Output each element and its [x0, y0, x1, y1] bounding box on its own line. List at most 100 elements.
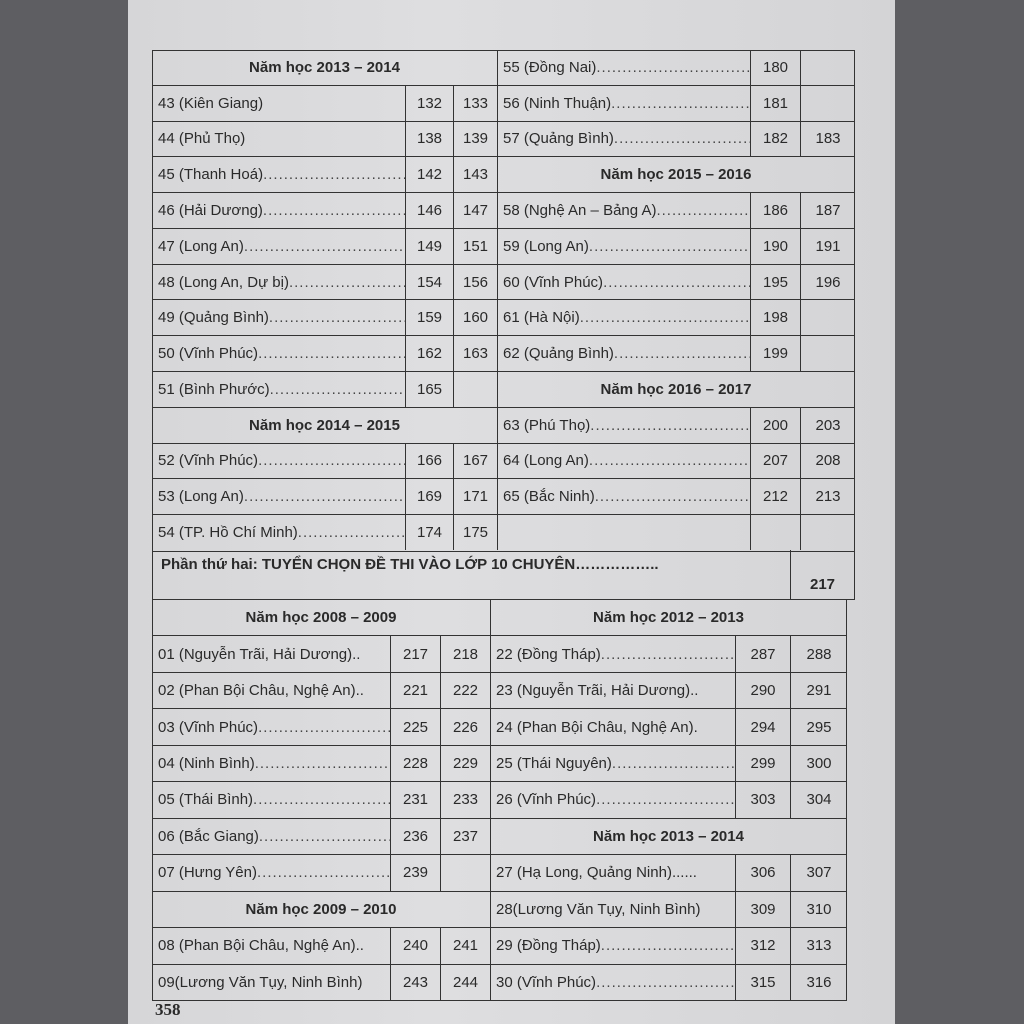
toc-entry: 44 (Phủ Thọ) 138 139: [152, 121, 497, 158]
section-heading: Năm học 2013 – 2014: [490, 819, 847, 856]
entry-title-cell: 22 (Đồng Tháp)..........................…: [490, 636, 735, 671]
section-heading: Năm học 2008 – 2009: [152, 600, 490, 637]
entry-title: 28(Lương Văn Tụy, Ninh Bình): [496, 900, 701, 918]
dot-leader: ........................................…: [258, 827, 390, 845]
entry-title: 05 (Thái Bình): [158, 791, 254, 809]
entry-title-cell: 54 (TP. Hồ Chí Minh)....................…: [152, 515, 405, 550]
dot-leader: ........................................…: [600, 937, 735, 955]
entry-title-cell: 62 (Quảng Bình).........................…: [497, 336, 750, 371]
toc-table-bottom: [152, 599, 847, 1001]
toc-entry: 61 (Hà Nội).............................…: [497, 300, 855, 337]
entry-page-number: 309: [735, 891, 790, 928]
toc-entry: 28(Lương Văn Tụy, Ninh Bình) 309 310: [490, 891, 847, 929]
entry-page-number: 199: [750, 336, 800, 372]
part-two-row: Phần thứ hai: TUYỂN CHỌN ĐỀ THI VÀO LỚP …: [152, 550, 855, 600]
entry-title: 25 (Thái Nguyên): [496, 755, 612, 773]
entry-page-number: 196: [800, 264, 855, 300]
entry-title: 47 (Long An): [158, 237, 244, 255]
entry-title: 26 (Vĩnh Phúc): [496, 791, 597, 809]
entry-page-number: 169: [405, 479, 453, 515]
entry-page-number: 183: [800, 121, 855, 157]
dot-leader: ........................................…: [258, 452, 405, 470]
entry-page-number: 303: [735, 782, 790, 818]
entry-page-number: 175: [453, 515, 497, 550]
dot-leader: ........................................…: [579, 309, 750, 327]
entry-page-number: 233: [440, 782, 490, 818]
entry-page-number: 195: [750, 264, 800, 300]
section-heading-text: Năm học 2008 – 2009: [245, 609, 397, 627]
dot-leader: ........................................…: [611, 94, 750, 112]
dot-leader: ........................................…: [297, 524, 405, 542]
entry-title-cell: 52 (Vĩnh Phúc)..........................…: [152, 444, 405, 479]
toc-entry: 60 (Vĩnh Phúc)..........................…: [497, 264, 855, 301]
section-heading-text: Năm học 2009 – 2010: [245, 900, 397, 918]
dot-leader: ........................................…: [257, 864, 390, 882]
entry-page-number: 288: [790, 636, 847, 672]
entry-title-cell: 29 (Đồng Tháp)..........................…: [490, 928, 735, 963]
entry-title-cell: 23 (Nguyễn Trãi, Hải Dương)..: [490, 673, 735, 708]
entry-title-cell: 43 (Kiên Giang): [152, 86, 405, 121]
toc-entry: 46 (Hải Dương)..........................…: [152, 193, 497, 229]
toc-entry: 56 (Ninh Thuận).........................…: [497, 85, 855, 122]
entry-title: 53 (Long An): [158, 488, 244, 506]
entry-title-cell: 01 (Nguyễn Trãi, Hải Dương)..: [152, 636, 390, 671]
entry-page-number: 228: [390, 745, 440, 782]
entry-page-number: 236: [390, 818, 440, 855]
toc-entry: 62 (Quảng Bình).........................…: [497, 336, 855, 373]
dot-leader: ........................................…: [269, 380, 405, 398]
entry-page-number: 142: [405, 157, 453, 193]
entry-page-number: 304: [790, 782, 847, 818]
toc-entry: 29 (Đồng Tháp)..........................…: [490, 928, 847, 965]
part-two-dots: ……………..: [575, 556, 659, 573]
toc-entry: 51 (Bình Phước).........................…: [152, 372, 497, 408]
section-heading-text: Năm học 2015 – 2016: [600, 166, 752, 184]
entry-page-number: 132: [405, 85, 453, 121]
entry-page-number: 244: [440, 964, 490, 1000]
entry-title: 65 (Bắc Ninh): [503, 488, 595, 506]
entry-page-number: 198: [750, 300, 800, 336]
entry-title-cell: 45 (Thanh Hoá)..........................…: [152, 157, 405, 192]
entry-page-number: [800, 85, 855, 121]
entry-title-cell: 49 (Quảng Bình).........................…: [152, 300, 405, 335]
page-number: 358: [155, 1000, 181, 1019]
entry-page-number: 239: [390, 855, 440, 891]
entry-page-number: 190: [750, 228, 800, 264]
dot-leader: ........................................…: [596, 791, 735, 809]
entry-page-number: 307: [790, 855, 847, 891]
part-two-title: Phần thứ hai: TUYỂN CHỌN ĐỀ THI VÀO LỚP …: [161, 556, 576, 573]
toc-entry: 64 (Long An)............................…: [497, 443, 855, 480]
entry-page-number: 191: [800, 228, 855, 264]
dot-leader: ........................................…: [603, 273, 750, 291]
entry-title: 59 (Long An): [503, 237, 589, 255]
dot-leader: ........................................…: [588, 237, 750, 255]
entry-page-number: 218: [440, 636, 490, 672]
dot-leader: ........................................…: [656, 202, 750, 220]
entry-title: 22 (Đồng Tháp): [496, 645, 601, 663]
toc-entry: 57 (Quảng Bình).........................…: [497, 121, 855, 158]
toc-column-top-right: 55 (Đồng Nai)...........................…: [497, 50, 855, 550]
section-heading-text: Năm học 2013 – 2014: [593, 827, 744, 845]
toc-entry: 65 (Bắc Ninh)...........................…: [497, 479, 855, 516]
entry-title: 29 (Đồng Tháp): [496, 937, 601, 955]
dot-leader: ........................................…: [243, 237, 405, 255]
entry-title: 48 (Long An, Dự bị): [158, 273, 289, 291]
section-heading: Năm học 2016 – 2017: [497, 372, 855, 408]
entry-page-number: 316: [790, 964, 847, 1000]
toc-entry: 54 (TP. Hồ Chí Minh)....................…: [152, 515, 497, 550]
entry-title: 06 (Bắc Giang): [158, 827, 259, 845]
dot-leader: ........................................…: [590, 416, 750, 434]
entry-title: 61 (Hà Nội): [503, 309, 580, 327]
entry-title-cell: 07 (Hưng Yên)...........................…: [152, 855, 390, 890]
entry-title: 51 (Bình Phước): [158, 380, 270, 398]
entry-title-cell: 58 (Nghệ An – Bảng A)...................…: [497, 193, 750, 228]
dot-leader: ........................................…: [613, 345, 750, 363]
entry-page-number: 213: [800, 479, 855, 515]
section-heading-text: Năm học 2016 – 2017: [600, 380, 752, 398]
entry-title: 04 (Ninh Bình): [158, 755, 255, 773]
entry-page-number: 310: [790, 891, 847, 928]
entry-title: 30 (Vĩnh Phúc): [496, 973, 597, 991]
entry-title: 62 (Quảng Bình): [503, 345, 614, 363]
entry-page-number: 313: [790, 928, 847, 964]
entry-title-cell: 47 (Long An)............................…: [152, 229, 405, 264]
entry-title: 44 (Phủ Thọ): [158, 130, 246, 148]
